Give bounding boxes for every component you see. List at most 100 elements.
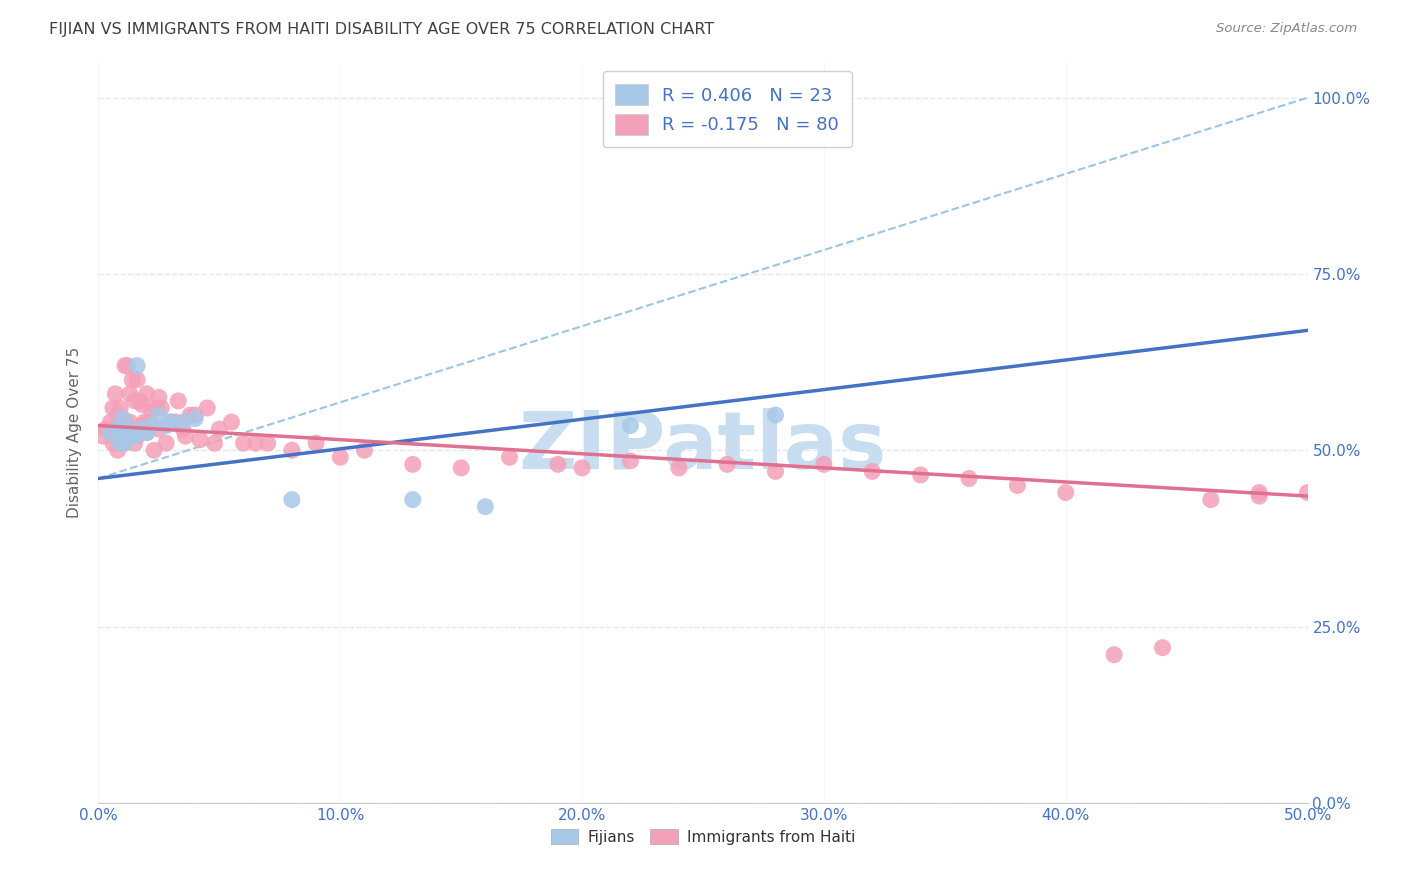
Point bbox=[127, 359, 149, 373]
Point bbox=[245, 436, 267, 450]
Point bbox=[141, 404, 163, 418]
Point bbox=[145, 401, 167, 415]
Point bbox=[281, 443, 304, 458]
Point bbox=[97, 422, 120, 436]
Point bbox=[353, 443, 375, 458]
Point bbox=[131, 418, 153, 433]
Point bbox=[114, 436, 136, 450]
Point bbox=[208, 422, 231, 436]
Point bbox=[114, 359, 136, 373]
Point bbox=[100, 415, 122, 429]
Point bbox=[108, 436, 131, 450]
Point bbox=[910, 467, 932, 482]
Point bbox=[860, 464, 883, 478]
Point bbox=[765, 408, 787, 422]
Point bbox=[813, 458, 835, 472]
Point bbox=[118, 387, 141, 401]
Point bbox=[281, 492, 304, 507]
Point bbox=[111, 436, 134, 450]
Point bbox=[101, 401, 124, 415]
Point bbox=[148, 422, 170, 436]
Point bbox=[117, 359, 139, 373]
Point bbox=[135, 425, 157, 440]
Point bbox=[135, 425, 157, 440]
Legend: Fijians, Immigrants from Haiti: Fijians, Immigrants from Haiti bbox=[544, 822, 862, 851]
Point bbox=[474, 500, 496, 514]
Point bbox=[1007, 478, 1029, 492]
Point bbox=[305, 436, 328, 450]
Point bbox=[1296, 485, 1319, 500]
Point bbox=[127, 429, 149, 443]
Point bbox=[118, 415, 141, 429]
Point bbox=[204, 436, 226, 450]
Point bbox=[104, 429, 127, 443]
Point bbox=[668, 461, 690, 475]
Point bbox=[155, 418, 177, 433]
Point bbox=[188, 433, 211, 447]
Point bbox=[1249, 489, 1271, 503]
Point bbox=[174, 429, 197, 443]
Point bbox=[150, 401, 173, 415]
Point bbox=[402, 458, 425, 472]
Text: Source: ZipAtlas.com: Source: ZipAtlas.com bbox=[1216, 22, 1357, 36]
Point bbox=[148, 408, 170, 422]
Point bbox=[619, 418, 641, 433]
Text: FIJIAN VS IMMIGRANTS FROM HAITI DISABILITY AGE OVER 75 CORRELATION CHART: FIJIAN VS IMMIGRANTS FROM HAITI DISABILI… bbox=[49, 22, 714, 37]
Point bbox=[127, 373, 149, 387]
Point bbox=[124, 393, 146, 408]
Point bbox=[1102, 648, 1125, 662]
Point bbox=[160, 415, 183, 429]
Point bbox=[111, 411, 134, 425]
Point bbox=[256, 436, 278, 450]
Point bbox=[138, 415, 160, 429]
Point bbox=[118, 429, 141, 443]
Point bbox=[172, 422, 194, 436]
Point bbox=[100, 425, 122, 440]
Point bbox=[1152, 640, 1174, 655]
Point bbox=[143, 443, 166, 458]
Point bbox=[107, 443, 129, 458]
Point bbox=[114, 415, 136, 429]
Point bbox=[128, 393, 150, 408]
Point bbox=[91, 429, 114, 443]
Point bbox=[128, 425, 150, 440]
Point bbox=[716, 458, 738, 472]
Point bbox=[547, 458, 569, 472]
Point bbox=[1249, 485, 1271, 500]
Point bbox=[121, 425, 143, 440]
Point bbox=[108, 401, 131, 415]
Point bbox=[221, 415, 243, 429]
Point bbox=[155, 436, 177, 450]
Point bbox=[107, 408, 129, 422]
Point bbox=[765, 464, 787, 478]
Point bbox=[131, 422, 153, 436]
Point bbox=[131, 397, 153, 411]
Point bbox=[498, 450, 520, 465]
Point bbox=[450, 461, 472, 475]
Point bbox=[134, 415, 156, 429]
Point bbox=[111, 411, 134, 425]
Point bbox=[124, 436, 146, 450]
Point bbox=[1054, 485, 1077, 500]
Point bbox=[619, 454, 641, 468]
Y-axis label: Disability Age Over 75: Disability Age Over 75 bbox=[67, 347, 83, 518]
Point bbox=[107, 422, 129, 436]
Point bbox=[1199, 492, 1222, 507]
Point bbox=[124, 429, 146, 443]
Point bbox=[148, 390, 170, 404]
Point bbox=[172, 415, 194, 429]
Point bbox=[184, 408, 207, 422]
Point bbox=[108, 422, 131, 436]
Point bbox=[135, 387, 157, 401]
Point bbox=[117, 422, 139, 436]
Point bbox=[117, 422, 139, 436]
Point bbox=[571, 461, 593, 475]
Point bbox=[104, 387, 127, 401]
Point bbox=[179, 408, 201, 422]
Point bbox=[165, 415, 187, 429]
Point bbox=[195, 401, 218, 415]
Point bbox=[94, 422, 117, 436]
Point bbox=[101, 436, 124, 450]
Point bbox=[184, 411, 207, 425]
Point bbox=[160, 415, 183, 429]
